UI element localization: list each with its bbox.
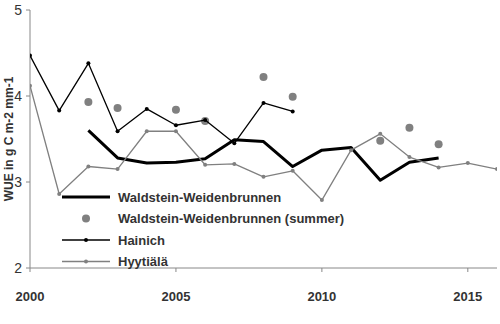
x-tick: [467, 268, 468, 272]
series-line: [30, 86, 497, 200]
line-marker: [203, 118, 207, 122]
line-marker: [407, 155, 411, 159]
x-tick-label: 2005: [161, 289, 190, 304]
y-tick: [26, 10, 30, 11]
x-axis: [30, 268, 497, 269]
scatter-point: [260, 73, 268, 81]
line-marker: [116, 167, 120, 171]
scatter-point: [435, 140, 443, 148]
scatter-point: [289, 93, 297, 101]
line-marker: [349, 148, 353, 152]
line-marker: [86, 61, 90, 65]
legend-marker: [84, 260, 88, 264]
legend-label: Waldstein-Weidenbrunnen (summer): [118, 211, 344, 226]
line-marker: [232, 162, 236, 166]
line-marker: [232, 141, 236, 145]
x-tick: [30, 268, 31, 272]
line-marker: [30, 84, 32, 88]
y-tick-label: 2: [14, 260, 22, 276]
x-tick-label: 2000: [16, 289, 45, 304]
x-tick: [175, 268, 176, 272]
line-marker: [291, 169, 295, 173]
line-marker: [262, 175, 266, 179]
x-tick-label: 2015: [453, 289, 482, 304]
line-marker: [57, 109, 61, 113]
chart: 23452000200520102015WUE in g C m-2 mm-1W…: [0, 0, 500, 324]
y-tick: [26, 268, 30, 269]
legend-marker: [82, 215, 90, 223]
plot-area: [30, 54, 497, 202]
x-tick: [321, 268, 322, 272]
legend: Waldstein-Weidenbrunnen Waldstein-Weidenb…: [62, 190, 344, 270]
legend-marker: [84, 238, 88, 242]
line-marker: [174, 123, 178, 127]
y-tick: [26, 182, 30, 183]
scatter-point: [84, 98, 92, 106]
line-marker: [378, 132, 382, 136]
series-line: [30, 56, 293, 144]
legend-label: Hyytiälä: [118, 254, 169, 269]
y-tick-label: 5: [14, 2, 22, 18]
scatter-point: [114, 104, 122, 112]
line-marker: [495, 167, 497, 171]
scatter-point: [172, 106, 180, 114]
line-marker: [174, 129, 178, 133]
line-marker: [145, 107, 149, 111]
line-marker: [145, 129, 149, 133]
legend-swatch: [62, 196, 110, 199]
line-marker: [116, 129, 120, 133]
line-marker: [262, 101, 266, 105]
scatter-point: [405, 124, 413, 132]
line-marker: [437, 165, 441, 169]
line-marker: [86, 165, 90, 169]
line-marker: [320, 198, 324, 202]
x-tick-label: 2010: [307, 289, 336, 304]
line-marker: [466, 161, 470, 165]
y-tick: [26, 96, 30, 97]
line-marker: [291, 109, 295, 113]
scatter-point: [376, 137, 384, 145]
y-axis: [30, 10, 31, 268]
y-axis-label: WUE in g C m-2 mm-1: [2, 76, 16, 201]
line-marker: [30, 54, 32, 58]
line-marker: [203, 163, 207, 167]
line-marker: [57, 192, 61, 196]
legend-label: Waldstein-Weidenbrunnen: [118, 190, 281, 205]
legend-label: Hainich: [118, 233, 165, 248]
